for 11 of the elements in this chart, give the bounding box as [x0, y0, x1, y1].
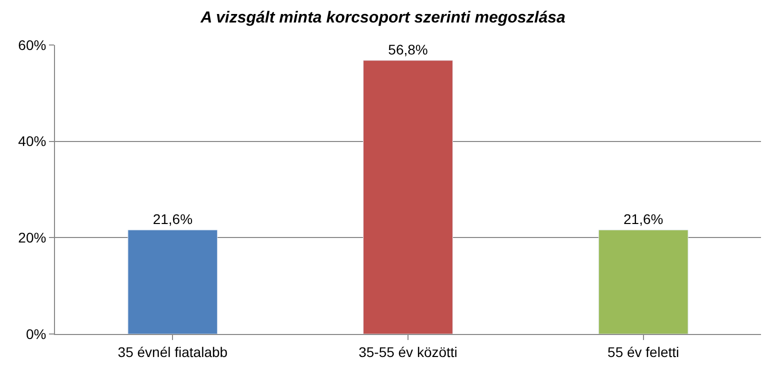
x-tick-label: 35 évnél fiatalabb [118, 344, 228, 360]
y-tick-label: 20% [18, 230, 46, 246]
data-label: 21,6% [152, 210, 193, 227]
x-tick-label: 55 év feletti [608, 344, 680, 360]
data-label: 21,6% [623, 210, 664, 227]
y-tick-label: 40% [18, 133, 46, 150]
data-label: 56,8% [388, 41, 428, 58]
y-tick-label: 60% [18, 36, 46, 53]
chart-title: A vizsgált minta korcsoport szerinti megoszlása [200, 10, 566, 27]
x-tick-label: 35-55 év közötti [358, 344, 458, 360]
y-tick-label: 0% [26, 326, 46, 342]
